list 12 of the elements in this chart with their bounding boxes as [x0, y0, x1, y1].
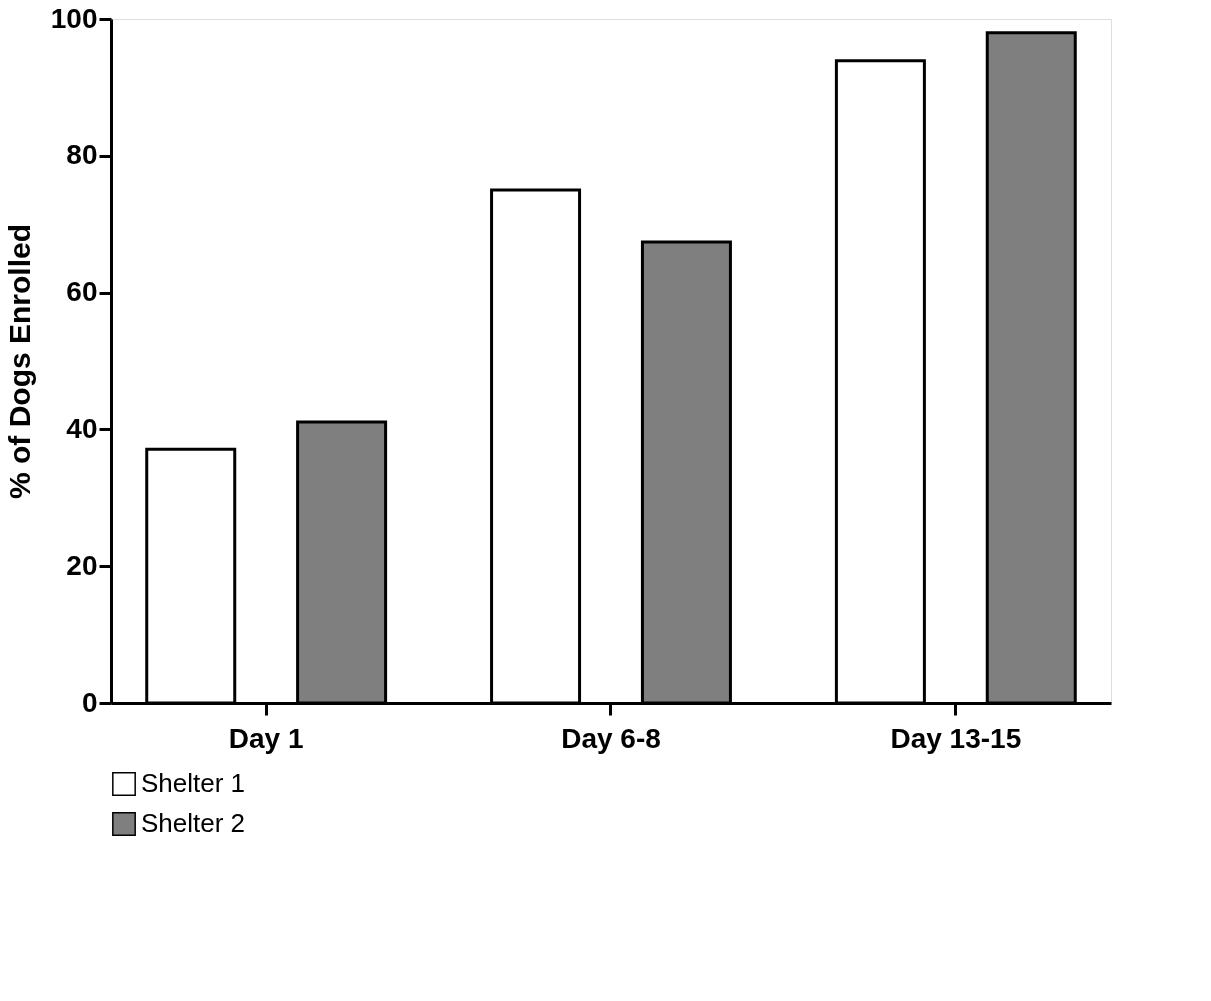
- x-tick-label: Day 13-15: [890, 722, 1022, 754]
- legend-label: Shelter 1: [141, 768, 246, 798]
- x-tick-label: Day 1: [228, 722, 304, 754]
- y-tick-label: 60: [66, 276, 98, 308]
- y-axis-title: % of Dogs Enrolled: [2, 223, 36, 500]
- y-tick-label: 20: [66, 549, 98, 581]
- y-tick-label: 100: [50, 2, 98, 34]
- x-tick-label: Day 6-8: [561, 722, 661, 754]
- y-tick-label: 80: [66, 139, 98, 171]
- y-tick-label: 40: [66, 412, 98, 444]
- y-tick-label: 0: [81, 686, 98, 718]
- legend-label: Shelter 2: [141, 808, 246, 838]
